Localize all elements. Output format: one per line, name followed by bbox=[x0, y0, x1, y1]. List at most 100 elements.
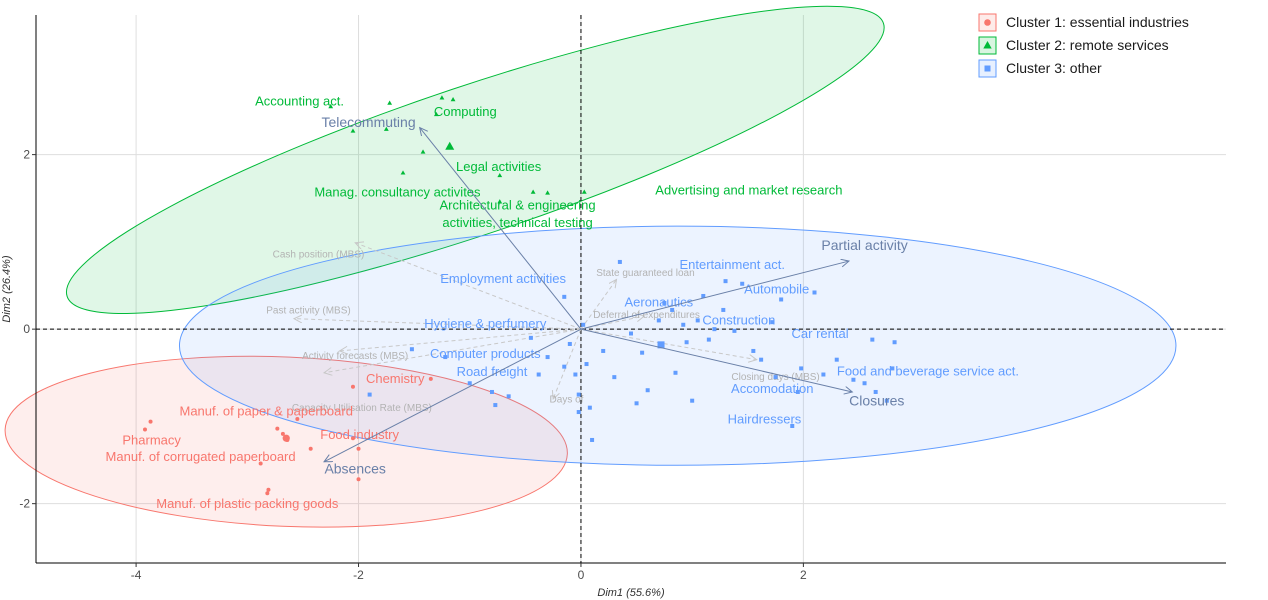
cluster3-point bbox=[795, 389, 800, 394]
cluster3-point bbox=[656, 318, 661, 323]
cluster1-point bbox=[295, 417, 300, 422]
supplementary-arrow bbox=[580, 328, 757, 360]
cluster1-point bbox=[280, 431, 285, 436]
cluster3-point bbox=[834, 357, 839, 362]
cluster1-point bbox=[266, 487, 271, 492]
cluster3-centroid bbox=[657, 341, 665, 349]
cluster3-point bbox=[587, 405, 592, 410]
cluster3-point bbox=[721, 307, 726, 312]
point-labels: Chemistry Manuf. of paper & paperboard Pha… bbox=[106, 94, 1019, 511]
cluster3-point bbox=[409, 347, 414, 352]
axes: -4 -2 0 2 -2 0 2 Dim1 (55.6%) Dim2 (26.4%) bbox=[1, 15, 1226, 599]
point-label: Hairdressers bbox=[728, 411, 802, 426]
legend-marker-circle bbox=[984, 19, 991, 26]
cluster3-point bbox=[870, 337, 875, 342]
cluster1-point bbox=[275, 426, 280, 431]
cluster3-point bbox=[732, 328, 737, 333]
supplementary-label: Capacity Utilisation Rate (MBS) bbox=[292, 403, 432, 414]
point-label: Accomodation bbox=[731, 381, 813, 396]
point-label: Road freight bbox=[457, 364, 528, 379]
cluster2-point bbox=[497, 199, 503, 204]
variable-label: Absences bbox=[324, 460, 385, 476]
cluster1-point bbox=[356, 446, 361, 451]
x-tick-label: -4 bbox=[131, 568, 142, 582]
cluster1-point bbox=[265, 491, 270, 496]
cluster3-point bbox=[590, 437, 595, 442]
cluster2-point bbox=[350, 128, 356, 133]
cluster3-point bbox=[684, 340, 689, 345]
point-label: Automobile bbox=[744, 281, 809, 296]
point-label: activities, technical testing bbox=[442, 215, 592, 230]
cluster3-point bbox=[812, 290, 817, 295]
y-tick-label: 0 bbox=[23, 322, 30, 336]
point-label: Advertising and market research bbox=[655, 183, 842, 198]
cluster3-point bbox=[670, 307, 675, 312]
cluster3-point bbox=[799, 366, 804, 371]
point-label: Food industry bbox=[320, 427, 399, 442]
point-label: Manag. consultancy activites bbox=[314, 184, 481, 199]
point-label: Employment activities bbox=[440, 271, 566, 286]
x-tick-label: -2 bbox=[353, 568, 364, 582]
legend-marker-triangle bbox=[983, 41, 992, 49]
cluster-ellipse-2 bbox=[65, 5, 885, 314]
cluster3-point bbox=[695, 318, 700, 323]
point-label: Pharmacy bbox=[122, 432, 181, 447]
point-label: Manuf. of paper & paperboard bbox=[179, 403, 352, 418]
point-label: Car rental bbox=[792, 326, 849, 341]
cluster3-point bbox=[773, 375, 778, 380]
cluster3-point bbox=[673, 370, 678, 375]
cluster3-point bbox=[740, 281, 745, 286]
cluster2-point bbox=[420, 149, 426, 154]
cluster2-point bbox=[328, 104, 334, 109]
cluster1-point bbox=[350, 436, 355, 441]
cluster3-point bbox=[690, 398, 695, 403]
cluster3-point bbox=[701, 293, 706, 298]
cluster3-point bbox=[890, 366, 895, 371]
cluster3-point bbox=[851, 377, 856, 382]
data-points bbox=[142, 95, 897, 496]
cluster3-point bbox=[536, 372, 541, 377]
variable-label: Closures bbox=[849, 392, 904, 408]
variable-arrow bbox=[580, 328, 852, 392]
cluster3-point bbox=[617, 259, 622, 264]
cluster3-point bbox=[573, 372, 578, 377]
cluster1-point bbox=[428, 376, 433, 381]
variable-label: Telecommuting bbox=[321, 114, 415, 130]
supplementary-arrow bbox=[324, 328, 582, 373]
cluster2-point bbox=[581, 189, 587, 194]
cluster3-point bbox=[576, 392, 581, 397]
supplementary-arrow bbox=[355, 243, 582, 330]
cluster3-point bbox=[779, 297, 784, 302]
cluster3-point bbox=[601, 348, 606, 353]
cluster2-point bbox=[383, 126, 389, 131]
point-label: Accounting act. bbox=[255, 94, 344, 109]
y-axis-title: Dim2 (26.4%) bbox=[1, 255, 13, 323]
legend: Cluster 1: essential industries Cluster 2… bbox=[978, 13, 1189, 78]
point-label: Architectural & engineering bbox=[440, 198, 596, 213]
variable-label: Partial activity bbox=[821, 237, 907, 253]
point-label: Manuf. of plastic packing goods bbox=[156, 496, 339, 511]
supplementary-label: State guaranteed loan bbox=[596, 268, 694, 279]
point-label: Food and beverage service act. bbox=[837, 363, 1019, 378]
cluster3-point bbox=[506, 394, 511, 399]
cluster2-centroid bbox=[445, 141, 455, 150]
cluster2-point bbox=[439, 95, 445, 100]
supplementary-arrow bbox=[340, 328, 581, 351]
point-label: Chemistry bbox=[366, 371, 425, 386]
cluster3-point bbox=[612, 375, 617, 380]
cluster3-point bbox=[884, 398, 889, 403]
cluster3-point bbox=[467, 381, 472, 386]
cluster3-point bbox=[634, 401, 639, 406]
supplementary-label: Days of bbox=[550, 394, 584, 405]
legend-marker-square bbox=[984, 65, 991, 72]
supplementary-arrow bbox=[580, 279, 617, 330]
active-variables: Partial activity Telecommuting Closures Abs… bbox=[321, 114, 907, 476]
cluster3-point bbox=[443, 355, 448, 360]
cluster3-point bbox=[576, 410, 581, 415]
cluster3-point bbox=[489, 389, 494, 394]
supplementary-label: Activity forecasts (MBS) bbox=[302, 351, 408, 362]
cluster2-point bbox=[530, 189, 536, 194]
supplementary-arrow bbox=[553, 328, 582, 399]
variable-arrow bbox=[580, 261, 849, 330]
cluster2-point bbox=[400, 170, 406, 175]
